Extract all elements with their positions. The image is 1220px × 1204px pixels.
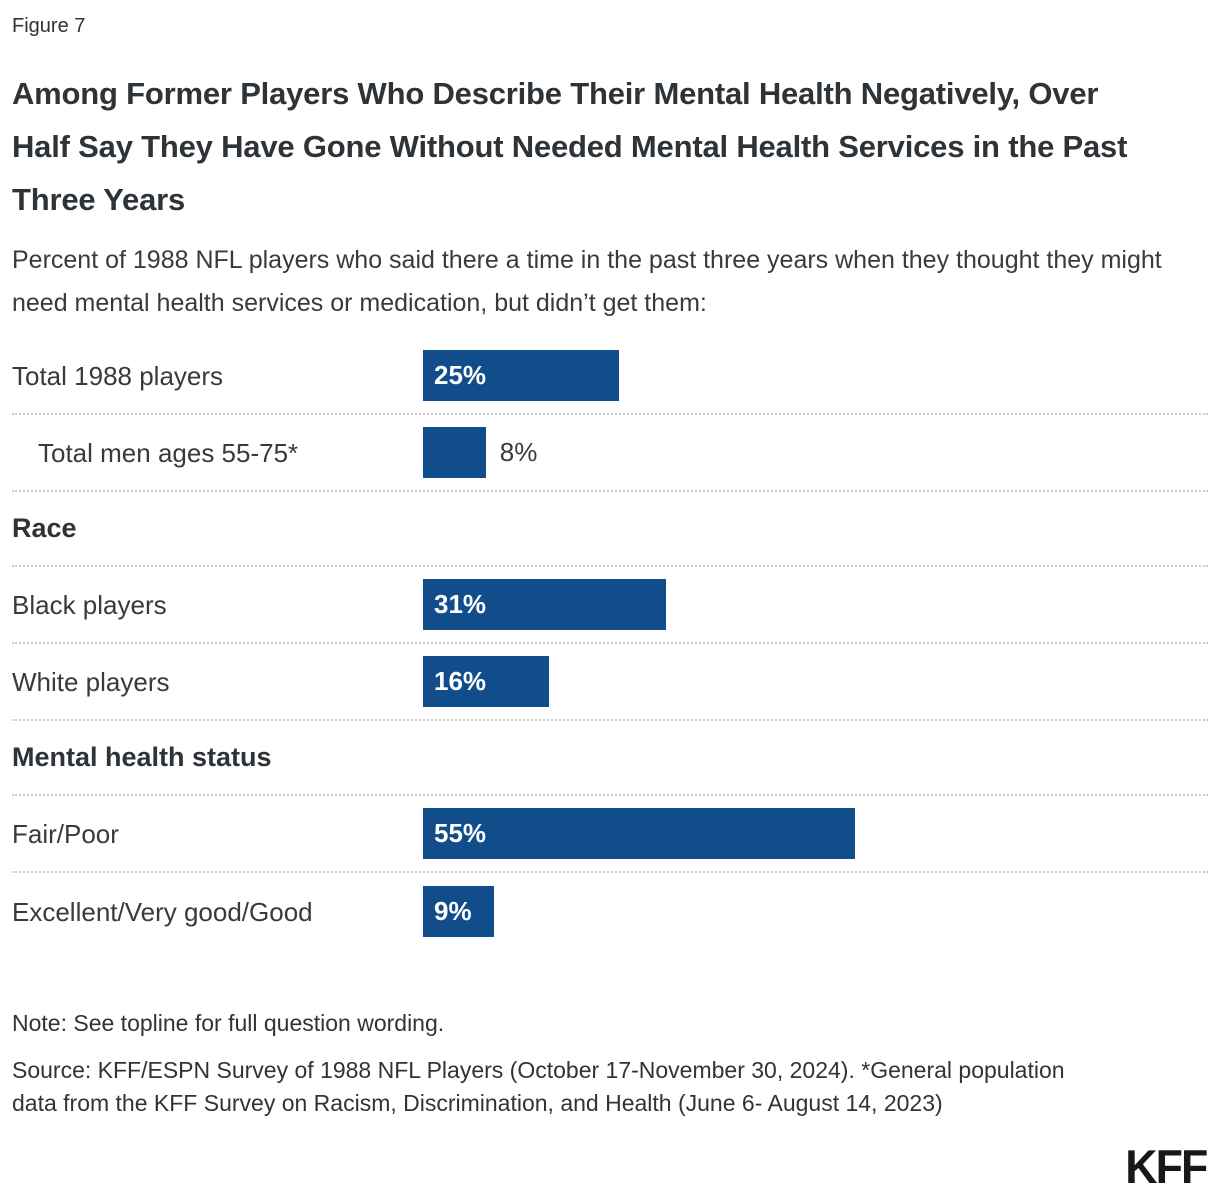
bar-track: 9% (423, 886, 1208, 937)
bar-value: 9% (434, 896, 472, 926)
row-label: White players (12, 666, 170, 697)
chart-footer: Note: See topline for full question word… (12, 1006, 1208, 1120)
source-text: Source: KFF/ESPN Survey of 1988 NFL Play… (12, 1057, 1065, 1116)
bar-value: 31% (434, 589, 487, 619)
bar-track: 16% (423, 656, 1208, 707)
bar-row: Total 1988 players 25% (12, 338, 1208, 415)
bar: 55% (423, 808, 855, 859)
section-header-label: Mental health status (12, 742, 272, 772)
section-header-row: Race (12, 492, 1208, 567)
bar-track: 25% (423, 350, 1208, 401)
bar-row: Total men ages 55-75* 8% (12, 415, 1208, 492)
row-label: Total men ages 55-75* (38, 437, 299, 468)
row-label: Total 1988 players (12, 360, 224, 391)
bar-row: White players 16% (12, 644, 1208, 721)
row-label: Excellent/Very good/Good (12, 896, 313, 927)
bar: 16% (423, 656, 549, 707)
bar-row: Black players 31% (12, 567, 1208, 644)
bar-chart: Total 1988 players 25% Total men ages 55-7… (12, 338, 1208, 950)
bar-row: Excellent/Very good/Good 9% (12, 873, 1208, 950)
bar-track: 31% (423, 579, 1208, 630)
section-header-label: Race (12, 513, 77, 543)
bar (423, 427, 486, 478)
bar-track: 55% (423, 808, 1208, 859)
bar-value: 8% (499, 437, 538, 467)
note-text: Note: See topline for full question word… (12, 1010, 445, 1036)
bar-row: Fair/Poor 55% (12, 796, 1208, 873)
kff-logo: KFF (1124, 1140, 1208, 1193)
row-label: Black players (12, 589, 167, 620)
bar-value: 25% (434, 360, 487, 390)
bar-value: 55% (434, 818, 487, 848)
figure-number: Figure 7 (12, 15, 86, 37)
bar-track: 8% (423, 427, 1208, 478)
bar: 25% (423, 350, 620, 401)
bar: 31% (423, 579, 667, 630)
row-label: Fair/Poor (12, 818, 119, 849)
section-header-row: Mental health status (12, 721, 1208, 796)
bar: 9% (423, 886, 494, 937)
bar-value: 16% (434, 666, 487, 696)
chart-subtitle: Percent of 1988 NFL players who said the… (12, 246, 1162, 317)
chart-title: Among Former Players Who Describe Their … (12, 76, 1128, 217)
